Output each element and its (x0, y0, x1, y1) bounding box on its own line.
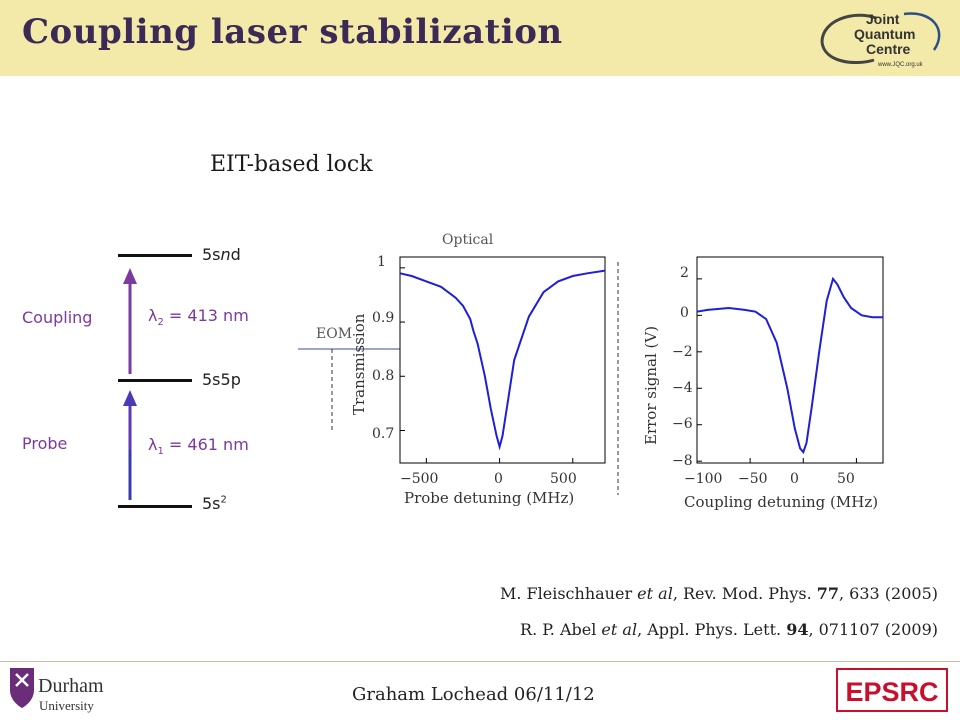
coupling-label: Coupling (22, 308, 93, 327)
transmission-plot-frame (399, 256, 606, 464)
transmission-ytick-label: 0.9 (372, 310, 394, 326)
level-label-5s5p: 5s5p (202, 370, 241, 389)
partial-optical-text: Optical (442, 232, 494, 248)
svg-text:University: University (39, 698, 94, 713)
svg-text:Quantum: Quantum (854, 26, 915, 42)
error-xtick-label: −50 (738, 471, 768, 487)
transmission-xtick-label: 0 (494, 471, 503, 487)
probe-arrowhead (123, 390, 137, 406)
error-ytick-label: 0 (680, 305, 689, 321)
header-bar (0, 0, 960, 76)
transmission-ylabel: Transmission (350, 313, 368, 415)
slide-title: Coupling laser stabilization (22, 12, 563, 52)
transmission-xtick-label: 500 (550, 471, 577, 487)
error-ylabel: Error signal (V) (642, 326, 660, 445)
error-ytick-label: −6 (672, 416, 693, 432)
coupling-wavelength: λ2 = 413 nm (148, 306, 249, 329)
reference-2: R. P. Abel et al, Appl. Phys. Lett. 94, … (520, 620, 938, 639)
transition-arrows (123, 268, 137, 500)
transmission-ytick-label: 0.8 (372, 368, 394, 384)
error-ytick-label: −2 (672, 344, 693, 360)
coupling-arrowhead (123, 268, 137, 284)
level-label-5snd: 5snd (202, 245, 241, 264)
level-label-ground: 5s2 (202, 494, 227, 513)
level-5snd (118, 254, 192, 257)
svg-text:www.JQC.org.uk: www.JQC.org.uk (877, 62, 924, 68)
probe-label: Probe (22, 434, 68, 453)
error-xtick-label: 0 (790, 471, 799, 487)
transmission-ytick-label: 0.7 (372, 426, 394, 442)
level-5s5p (118, 379, 192, 382)
jqc-logo: Joint Quantum Centre www.JQC.org.uk (820, 11, 941, 68)
plots-figure: Optical EOM −500 0 500 1 0.9 0.8 0.7 Pro… (298, 232, 884, 511)
error-ticks (696, 278, 857, 463)
partial-eom-text: EOM (316, 326, 352, 342)
svg-text:Durham: Durham (38, 675, 104, 697)
error-xtick-label: 50 (837, 471, 855, 487)
epsrc-logo: EPSRC (836, 668, 948, 712)
reference-1: M. Fleischhauer et al, Rev. Mod. Phys. 7… (499, 584, 938, 603)
error-ytick-label: −4 (672, 380, 693, 396)
error-plot-frame (696, 256, 884, 464)
svg-text:Joint: Joint (866, 11, 900, 27)
footer-divider (0, 661, 960, 662)
error-ytick-label: −8 (672, 453, 693, 469)
svg-text:Centre: Centre (866, 41, 911, 57)
error-ytick-label: 2 (680, 265, 689, 281)
transmission-xlabel: Probe detuning (MHz) (404, 489, 574, 507)
probe-wavelength: λ1 = 461 nm (148, 435, 249, 458)
transmission-curve (399, 269, 606, 451)
level-ground (118, 505, 192, 508)
error-xlabel: Coupling detuning (MHz) (684, 493, 878, 511)
svg-text:EPSRC: EPSRC (845, 677, 938, 707)
subtitle-eit-lock: EIT-based lock (210, 152, 373, 177)
error-curve (696, 276, 883, 455)
author-date: Graham Lochead 06/11/12 (352, 684, 595, 705)
transmission-ytick-label: 1 (377, 254, 386, 270)
transmission-xtick-label: −500 (400, 471, 438, 487)
error-xtick-label: −100 (684, 471, 722, 487)
transmission-ticks (400, 267, 574, 463)
durham-logo: Durham University (10, 668, 104, 713)
